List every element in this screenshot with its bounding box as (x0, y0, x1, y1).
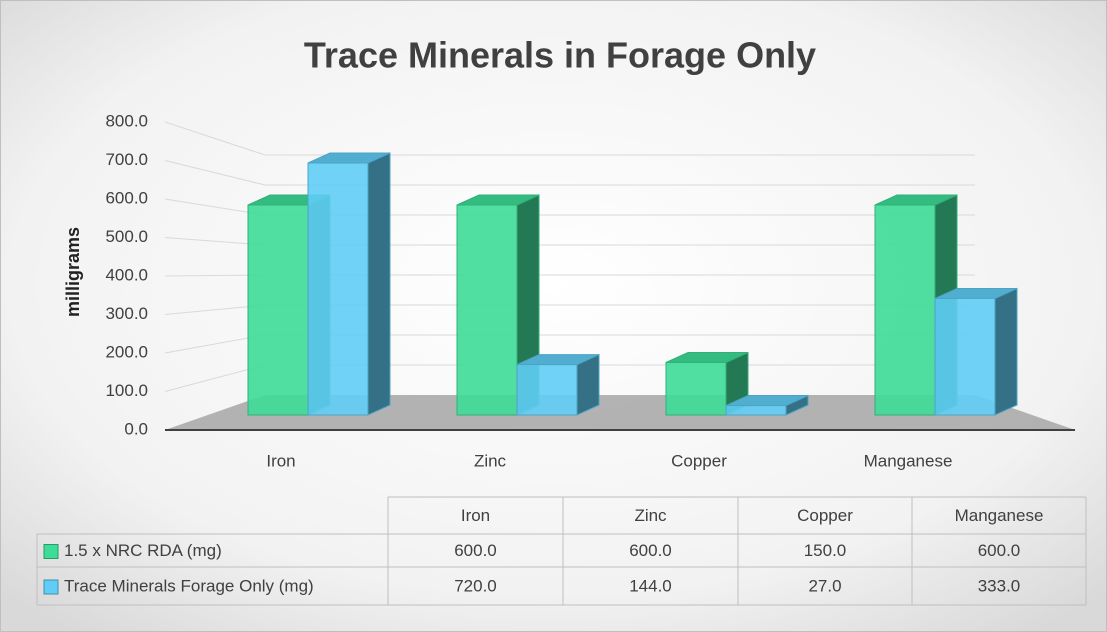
bar-front (934, 297, 996, 416)
grid-line (164, 160, 975, 186)
bar (934, 287, 1018, 416)
floor (165, 395, 1075, 430)
x-tick-label: Iron (266, 451, 295, 470)
bar-side (367, 152, 391, 416)
legend-label: 1.5 x NRC RDA (mg) (64, 541, 222, 560)
chart-title: Trace Minerals in Forage Only (304, 35, 816, 76)
bar-front (456, 204, 518, 416)
table-value: 720.0 (454, 576, 497, 595)
bar-front (307, 162, 369, 416)
bar-front (665, 362, 727, 416)
bar-side (576, 353, 600, 416)
table-header: Copper (797, 506, 853, 525)
table-value: 600.0 (629, 541, 672, 560)
y-tick-label: 400.0 (105, 265, 148, 284)
table-header: Iron (461, 506, 490, 525)
bar-front (874, 204, 936, 416)
bar-front (725, 405, 787, 416)
legend-swatch (43, 544, 59, 559)
bar (307, 152, 391, 416)
grid-line (164, 121, 975, 156)
legend-label: Trace Minerals Forage Only (mg) (64, 576, 314, 595)
table-value: 600.0 (978, 541, 1021, 560)
table-value: 27.0 (808, 576, 841, 595)
x-tick-label: Copper (671, 451, 727, 470)
x-tick-label: Manganese (864, 451, 953, 470)
table-header: Manganese (955, 506, 1044, 525)
x-tick-label: Zinc (474, 451, 507, 470)
table-header: Zinc (634, 506, 667, 525)
y-tick-label: 700.0 (105, 150, 148, 169)
y-tick-label: 100.0 (105, 381, 148, 400)
table-value: 144.0 (629, 576, 672, 595)
bar-side (994, 287, 1018, 416)
y-tick-label: 200.0 (105, 342, 148, 361)
legend-swatch (43, 579, 59, 595)
y-axis-label: milligrams (63, 227, 83, 317)
y-tick-label: 500.0 (105, 227, 148, 246)
y-tick-label: 0.0 (124, 419, 148, 438)
table-value: 150.0 (804, 541, 847, 560)
bar-front (247, 204, 309, 416)
bar (516, 353, 600, 416)
table-value: 333.0 (978, 576, 1021, 595)
y-tick-label: 600.0 (105, 188, 148, 207)
bar-front (516, 364, 578, 416)
y-tick-label: 800.0 (105, 111, 148, 130)
bar (725, 394, 809, 416)
table-value: 600.0 (454, 541, 497, 560)
y-tick-label: 300.0 (105, 304, 148, 323)
